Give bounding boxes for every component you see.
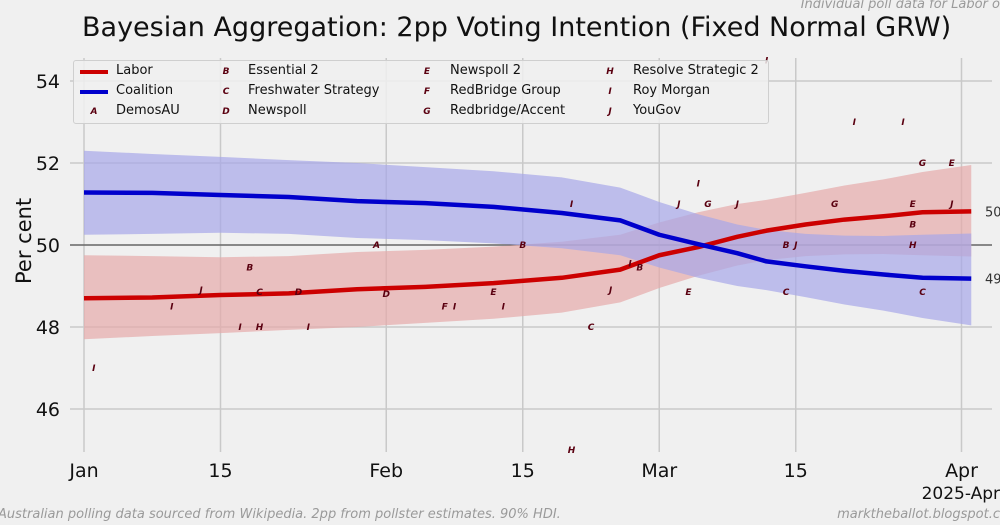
- corner-note: Individual poll data for Labor o: [800, 0, 1000, 12]
- poll-marker: G: [919, 159, 926, 169]
- hdi-band-coalition: [84, 150, 972, 326]
- legend-label-roy-morgan: Roy Morgan: [633, 83, 710, 98]
- poll-marker: H: [909, 241, 917, 251]
- y-tick-label: 48: [36, 317, 60, 339]
- poll-marker: C: [256, 288, 263, 298]
- poll-marker: G: [831, 200, 838, 210]
- legend-label-coalition: Coalition: [116, 83, 174, 98]
- poll-marker: I: [170, 303, 174, 313]
- end-label-labor: 50: [985, 205, 1000, 220]
- legend-label-essential-2: Essential 2: [248, 63, 319, 78]
- x-tick-label: Apr: [945, 460, 978, 482]
- poll-marker: J: [607, 286, 613, 296]
- x-tick-label: Jan: [68, 460, 98, 482]
- poll-marker: B: [636, 264, 643, 274]
- legend-marker-a: A: [90, 107, 98, 117]
- poll-marker: C: [588, 323, 595, 333]
- poll-marker: I: [453, 303, 457, 313]
- legend-label-redbridge-accent: Redbridge/Accent: [450, 103, 566, 118]
- legend: Labor Coalition A DemosAU B Essential 2 …: [73, 60, 769, 124]
- poll-marker: I: [901, 118, 905, 128]
- legend-swatch-labor: [80, 70, 108, 74]
- poll-marker: I: [92, 364, 96, 374]
- y-tick-label: 52: [36, 153, 60, 175]
- poll-marker: I: [307, 323, 311, 333]
- end-label-coalition: 49: [985, 273, 1000, 288]
- legend-marker-e: E: [423, 67, 431, 77]
- x-tick-label: Feb: [369, 460, 403, 482]
- poll-marker: B: [519, 241, 526, 251]
- poll-marker: B: [909, 221, 916, 231]
- poll-marker: E: [490, 288, 497, 298]
- legend-label-yougov: YouGov: [633, 103, 682, 118]
- hdi-band-labor: [84, 165, 972, 340]
- series-line-labor: [83, 209, 972, 301]
- poll-marker: H: [568, 446, 576, 456]
- poll-marker: J: [792, 241, 798, 251]
- poll-marker: J: [197, 286, 203, 296]
- x-tick-label: 15: [784, 460, 808, 482]
- poll-marker: I: [570, 200, 574, 210]
- legend-marker-j: J: [608, 107, 612, 117]
- x-tick-label: Mar: [641, 460, 677, 482]
- x-tick-label: 15: [208, 460, 232, 482]
- poll-marker: J: [675, 200, 681, 210]
- site-credit: marktheballot.blogspot.c: [837, 507, 1000, 522]
- chart-title: Bayesian Aggregation: 2pp Voting Intenti…: [82, 12, 952, 43]
- poll-marker: I: [628, 259, 632, 269]
- legend-label-demosau: DemosAU: [116, 103, 180, 118]
- poll-marker: E: [949, 159, 956, 169]
- legend-label-freshwater: Freshwater Strategy: [248, 83, 380, 98]
- legend-label-redbridge-group: RedBridge Group: [450, 83, 561, 98]
- legend-marker-f: F: [423, 87, 431, 97]
- legend-swatch-coalition: [80, 90, 108, 94]
- series-lines: 50 49: [83, 190, 1000, 301]
- poll-marker: B: [246, 264, 253, 274]
- poll-marker: D: [383, 290, 391, 300]
- poll-marker: I: [238, 323, 242, 333]
- legend-marker-g: G: [423, 107, 431, 117]
- poll-marker: D: [295, 288, 303, 298]
- poll-marker: F: [442, 303, 449, 313]
- source-note: Australian polling data sourced from Wik…: [0, 507, 561, 522]
- legend-marker-h: H: [606, 67, 614, 77]
- poll-marker: B: [783, 241, 790, 251]
- legend-marker-c: C: [222, 87, 230, 97]
- poll-marker: G: [704, 200, 711, 210]
- poll-marker: H: [256, 323, 264, 333]
- axis-ticks: 46 48 50 52 54 Jan 15 Feb 15 Mar 15 Apr: [36, 71, 978, 482]
- legend-label-resolve: Resolve Strategic 2: [633, 63, 759, 78]
- poll-marker: J: [948, 200, 954, 210]
- poll-marker: J: [734, 200, 740, 210]
- x-axis-year-label: 2025-Apr: [921, 484, 1000, 504]
- legend-marker-i: I: [608, 87, 612, 97]
- x-tick-label: 15: [511, 460, 535, 482]
- poll-marker: A: [372, 241, 380, 251]
- legend-marker-b: B: [222, 67, 230, 77]
- legend-label-labor: Labor: [116, 63, 153, 78]
- poll-marker: E: [685, 288, 692, 298]
- poll-marker: E: [910, 200, 917, 210]
- legend-label-newspoll: Newspoll: [248, 103, 307, 118]
- poll-marker: C: [783, 288, 790, 298]
- y-tick-label: 46: [36, 399, 60, 421]
- legend-label-newspoll-2: Newspoll 2: [450, 63, 521, 78]
- poll-marker: I: [502, 303, 506, 313]
- y-tick-label: 54: [36, 71, 60, 93]
- hdi-bands: [84, 150, 972, 340]
- legend-marker-d: D: [222, 107, 230, 117]
- poll-marker: I: [853, 118, 857, 128]
- poll-marker: I: [697, 180, 701, 190]
- poll-markers: IIJIHBCDIADFIEIBHICJIBJEIGJIBJCGIIEBHCGJ…: [92, 57, 956, 457]
- series-line-coalition: [83, 190, 972, 281]
- y-tick-label: 50: [36, 235, 60, 257]
- poll-marker: C: [919, 288, 926, 298]
